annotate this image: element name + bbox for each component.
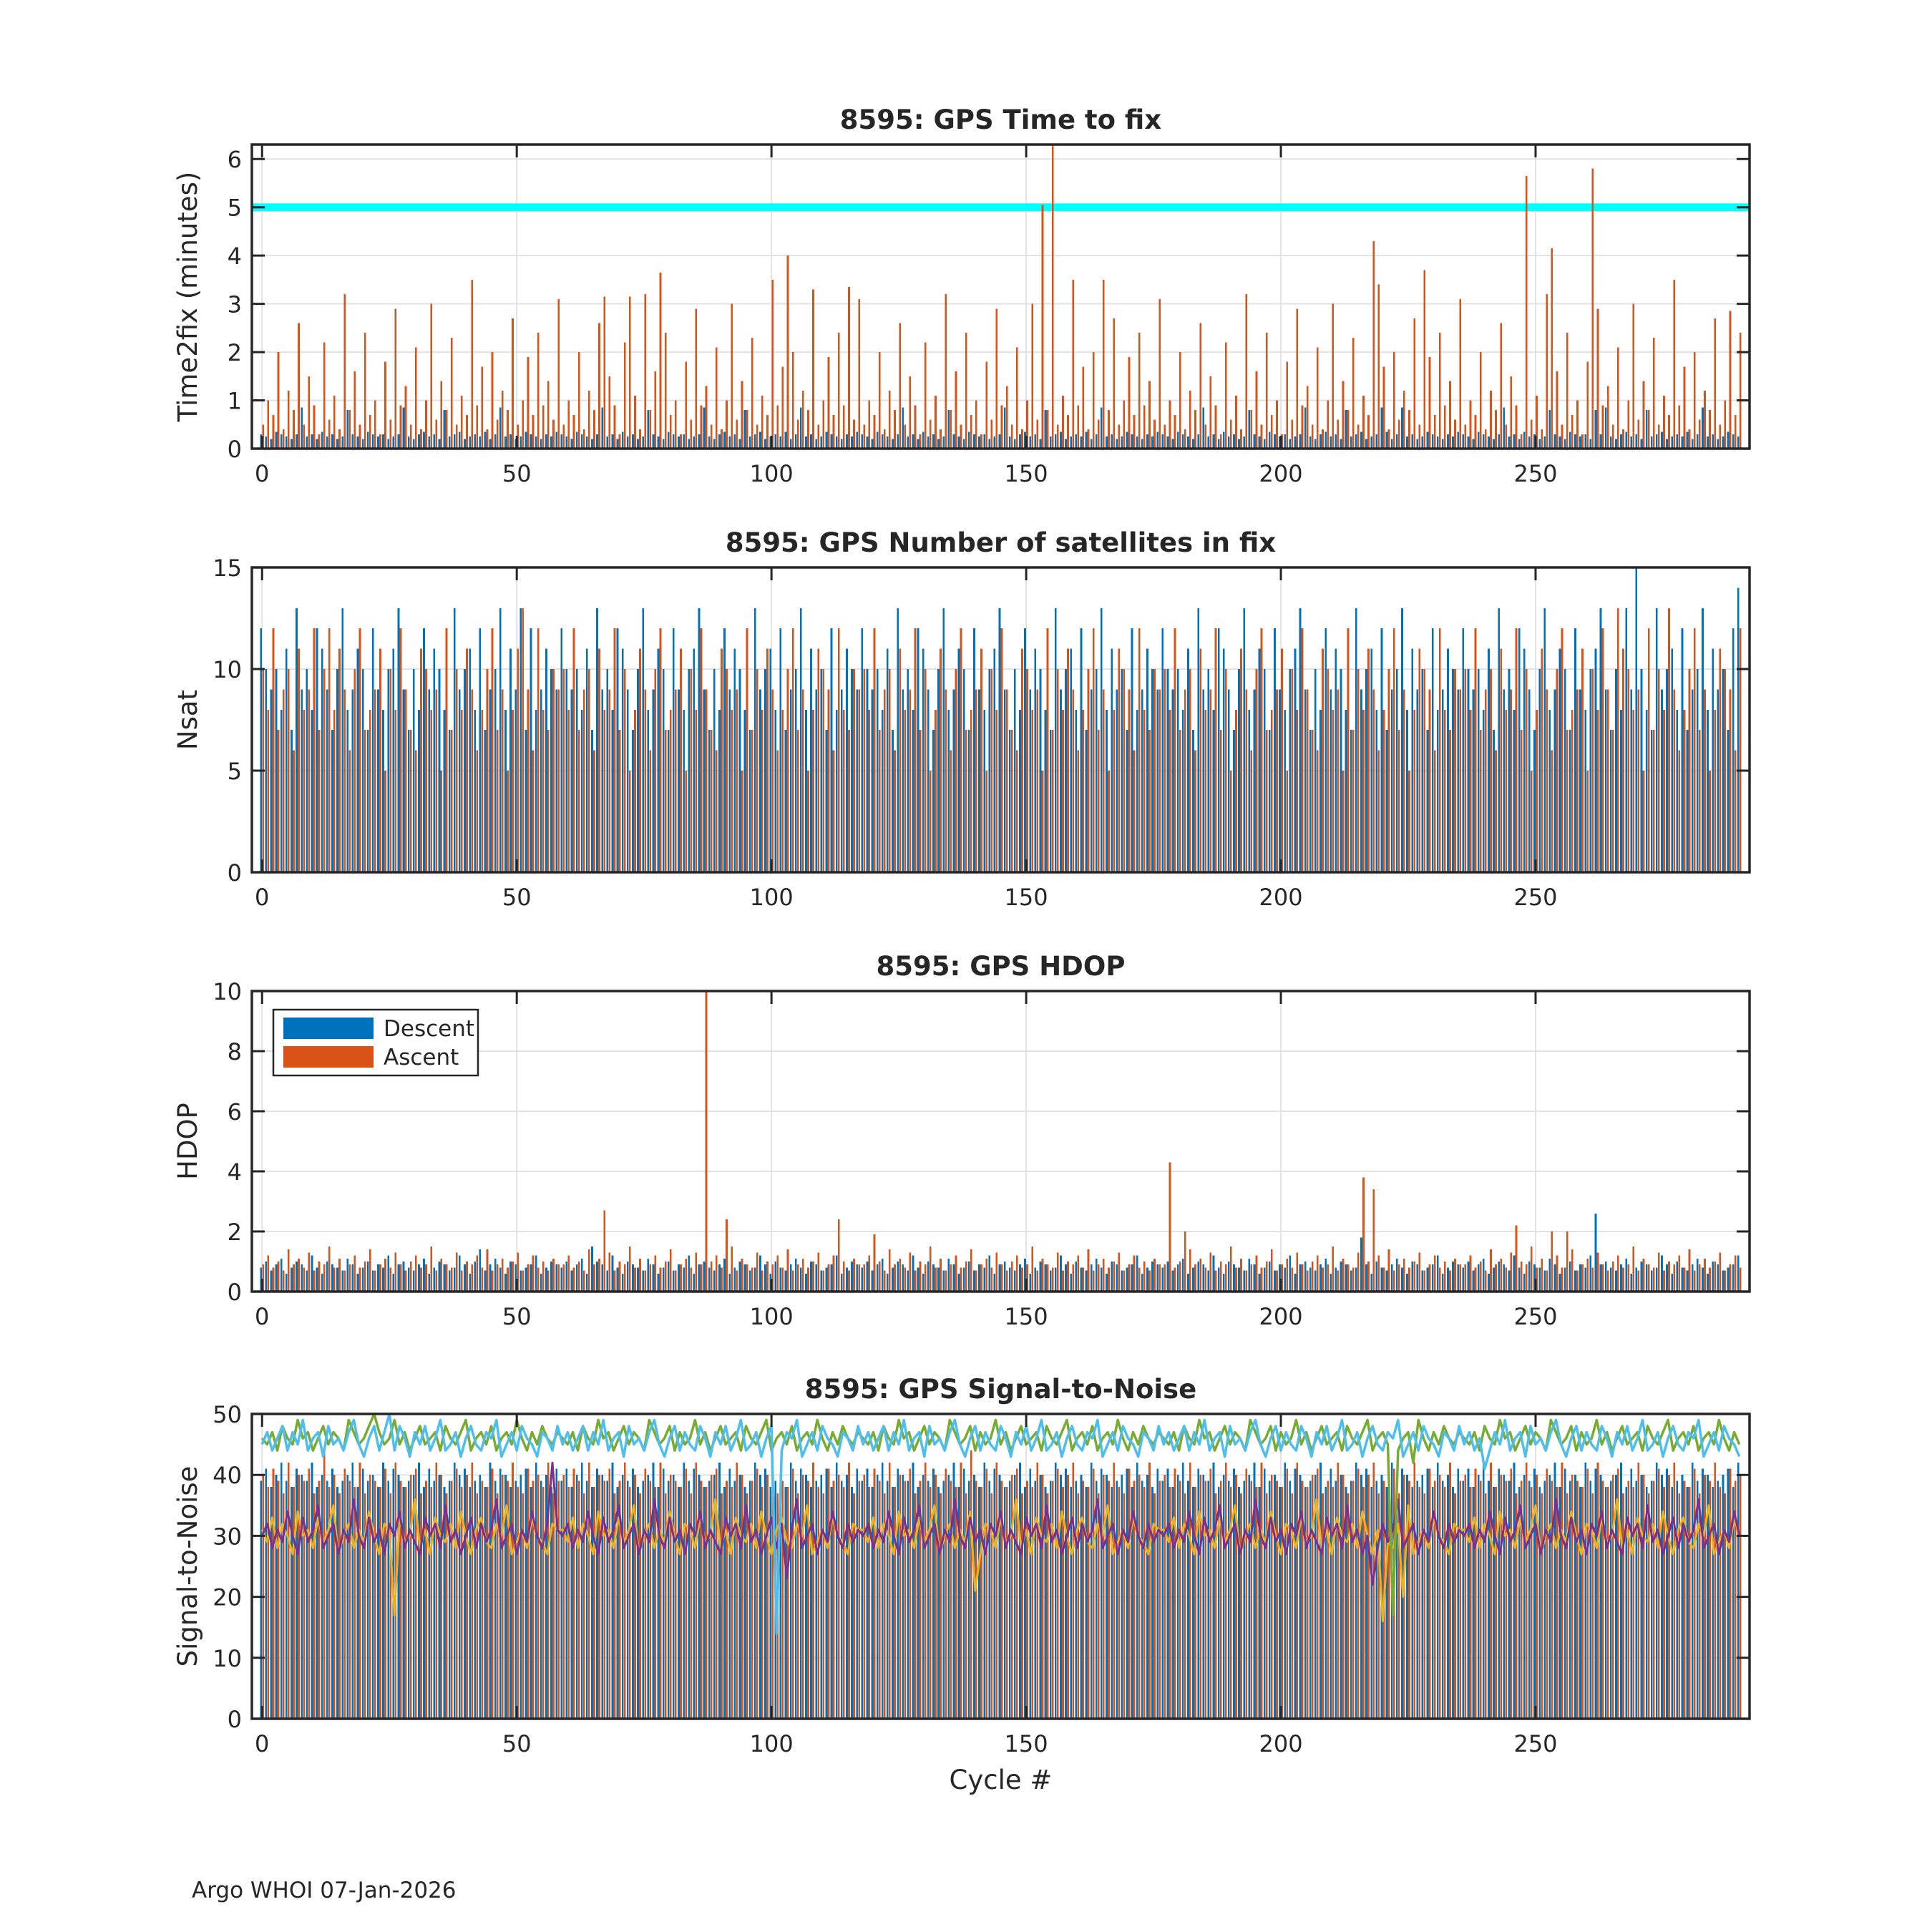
grid-nsat (252, 567, 1750, 872)
ticks-hdop (252, 990, 1750, 1293)
x-tick-label: 50 (502, 460, 532, 487)
x-tick-label: 200 (1259, 1303, 1303, 1330)
subplot-hdop: 0 50 100 150 200 250 0 2 4 6 8 10 8595: GPS HDOP HDOP… (172, 951, 1751, 1330)
y-tick-label: 3 (228, 291, 242, 318)
ticks-time2fix (252, 145, 1750, 450)
axes-box-hdop (250, 990, 1751, 1293)
y-tick-label: 0 (228, 436, 242, 463)
series-time2fix-descent (260, 407, 1740, 449)
y-tick-label: 40 (213, 1462, 242, 1489)
x-tick-label: 200 (1259, 460, 1303, 487)
x-tick-label: 250 (1513, 460, 1557, 487)
legend: Descent Ascent (272, 1008, 479, 1077)
y-tick-label: 4 (228, 243, 242, 270)
x-tick-label: 250 (1513, 884, 1557, 911)
y-tick-label: 0 (228, 1706, 242, 1733)
x-tick-label: 250 (1513, 1730, 1557, 1757)
x-axis-label: Cycle # (950, 1765, 1053, 1795)
x-tick-label: 100 (750, 1730, 794, 1757)
x-tick-label: 100 (750, 460, 794, 487)
y-tick-label: 5 (228, 758, 242, 785)
axes-box-nsat (250, 566, 1751, 874)
subplot-nsat: 0 50 100 150 200 250 0 5 10 15 8595: GPS Number of… (172, 527, 1751, 911)
x-tick-label: 50 (502, 884, 532, 911)
y-axis-label-nsat: Nsat (172, 690, 203, 750)
chart-title-snr: 8595: GPS Signal-to-Noise (805, 1374, 1196, 1405)
x-tick-label: 0 (255, 460, 269, 487)
series-snr-ascent-max-snr-bar (262, 1450, 1742, 1719)
y-tick-label: 10 (213, 978, 242, 1005)
x-tick-label: 250 (1513, 1303, 1557, 1330)
x-tick-label: 150 (1005, 460, 1048, 487)
y-tick-label: 2 (228, 1219, 242, 1246)
y-tick-label: 30 (213, 1523, 242, 1550)
y-axis-label-snr: Signal-to-Noise (172, 1466, 203, 1667)
x-tick-label: 0 (255, 1303, 269, 1330)
grid-time2fix (252, 145, 1750, 449)
x-tick-label: 150 (1005, 884, 1048, 911)
series-time2fix-ascent (262, 145, 1742, 449)
x-tick-label: 100 (750, 1303, 794, 1330)
subplot-time2fix: 0 50 100 150 200 250 0 1 2 3 4 5 6 8595: GPS Time to … (172, 104, 1751, 487)
x-tick-label: 0 (255, 1730, 269, 1757)
series-nsat-ascent (262, 608, 1742, 872)
y-tick-label: 10 (213, 1645, 242, 1672)
y-tick-label: 1 (228, 388, 242, 415)
y-tick-label: 20 (213, 1584, 242, 1611)
y-axis-label-hdop: HDOP (172, 1103, 203, 1180)
y-tick-label: 10 (213, 656, 242, 683)
x-tick-label: 0 (255, 884, 269, 911)
x-tick-label: 50 (502, 1303, 532, 1330)
axes-box-snr (250, 1413, 1751, 1720)
x-tick-label: 100 (750, 884, 794, 911)
axes-box-time2fix (250, 143, 1751, 450)
x-tick-label: 150 (1005, 1730, 1048, 1757)
y-tick-label: 6 (228, 146, 242, 173)
ticks-nsat (252, 566, 1750, 874)
x-tick-label: 50 (502, 1730, 532, 1757)
series-snr-snr-mean-line-purple (260, 1461, 1741, 1586)
series-snr-descent-max-snr-bar (260, 1463, 1740, 1719)
x-tick-label: 150 (1005, 1303, 1048, 1330)
x-tick-label: 200 (1259, 884, 1303, 911)
y-tick-label: 0 (228, 1279, 242, 1306)
chart-title-hdop: 8595: GPS HDOP (877, 951, 1126, 982)
chart-title-time2fix: 8595: GPS Time to fix (840, 104, 1162, 135)
y-tick-label: 6 (228, 1098, 242, 1126)
grid-hdop (252, 991, 1750, 1292)
y-tick-label: 4 (228, 1158, 242, 1186)
x-tick-label: 200 (1259, 1730, 1303, 1757)
ticks-snr (252, 1413, 1750, 1720)
y-tick-label: 2 (228, 339, 242, 366)
legend-label-ascent: Ascent (384, 1045, 459, 1070)
series-hdop-descent (260, 1213, 1740, 1292)
y-tick-label: 5 (228, 195, 242, 222)
series-snr-snr-max-line-cyan (260, 1413, 1741, 1635)
legend-label-descent: Descent (384, 1016, 474, 1042)
figure-footer: Argo WHOI 07-Jan-2026 (192, 1878, 457, 1903)
chart-title-nsat: 8595: GPS Number of satellites in fix (726, 527, 1276, 558)
legend-swatch-ascent (283, 1046, 374, 1068)
subplot-snr: 0 50 100 150 200 250 0 10 20 30 40 50 8595: GPS Sign… (172, 1374, 1751, 1795)
legend-swatch-descent (283, 1018, 374, 1039)
series-hdop-ascent (262, 991, 1742, 1292)
y-tick-label: 8 (228, 1038, 242, 1065)
y-tick-label: 50 (213, 1401, 242, 1428)
y-tick-label: 15 (213, 555, 242, 582)
y-axis-label-time2fix: Time2fix (minutes) (172, 172, 203, 423)
y-tick-label: 0 (228, 859, 242, 887)
series-nsat-descent (260, 567, 1740, 872)
